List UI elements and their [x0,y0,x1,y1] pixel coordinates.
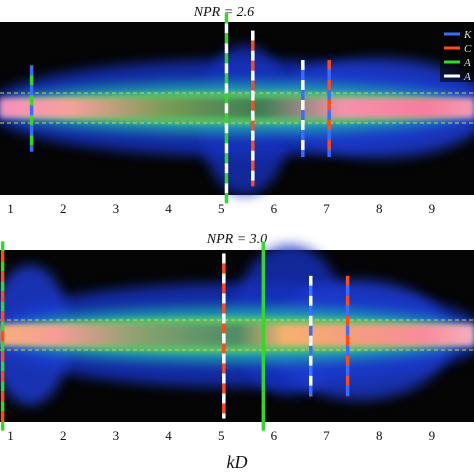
panel-1-title: NPR = 2.6 [193,5,254,20]
panel-npr-2-6: NPR = 2.6 K C A A 1 2 3 4 5 6 7 8 9 [0,5,474,216]
x-tick-label: 4 [165,428,172,443]
x-tick-label: 8 [376,201,383,216]
x-tick-label: 4 [165,201,172,216]
x-tick-label: 9 [429,428,436,443]
panel-2-x-ticks: 1 2 3 4 5 6 7 8 9 [7,428,435,443]
panel-1-legend: K C A A [440,26,474,83]
x-tick-label: 3 [113,428,120,443]
panel-1-markers [29,13,331,204]
panel-1-field [0,45,474,195]
x-axis-label: kD [227,452,248,472]
x-tick-label: 5 [218,201,225,216]
x-tick-label: 1 [7,428,14,443]
legend-label-2: C [464,43,472,55]
x-tick-label: 6 [271,201,278,216]
x-tick-label: 5 [218,428,225,443]
legend-label-3: A [463,57,471,69]
x-tick-label: 3 [113,201,120,216]
panel-2-title: NPR = 3.0 [206,232,267,247]
legend-label-4: A [463,71,471,83]
x-tick-label: 2 [60,201,67,216]
x-tick-label: 2 [60,428,67,443]
panel-1-x-ticks: 1 2 3 4 5 6 7 8 9 [7,201,435,216]
x-tick-label: 9 [429,201,436,216]
panel-npr-3-0: NPR = 3.0 1 2 3 4 5 6 7 8 9 kD [0,232,474,472]
legend-label-1: K [463,29,472,41]
x-tick-label: 8 [376,428,383,443]
x-tick-label: 6 [271,428,278,443]
x-tick-label: 7 [323,201,330,216]
x-tick-label: 1 [7,201,14,216]
panel-2-field [0,245,474,405]
x-tick-label: 7 [323,428,330,443]
panel-2-markers [0,241,350,431]
